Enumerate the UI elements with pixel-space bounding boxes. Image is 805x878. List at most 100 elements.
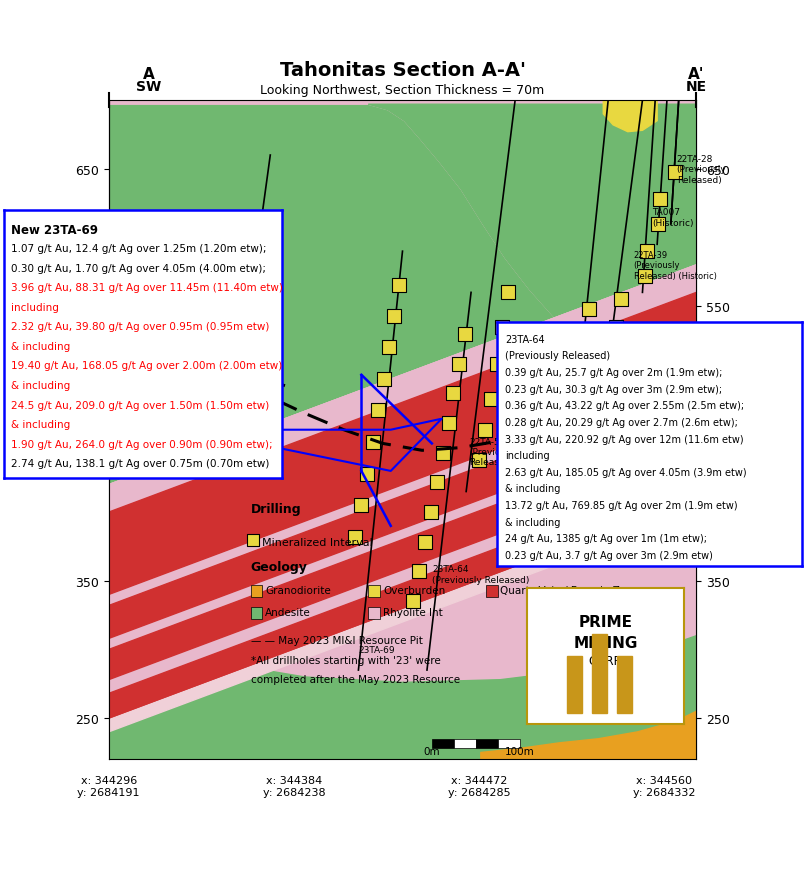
Text: A: A [143, 67, 155, 82]
Point [490, 357, 503, 371]
Text: completed after the May 2023 Resource: completed after the May 2023 Resource [250, 674, 460, 685]
Point [568, 423, 581, 437]
Text: 2.74 g/t Au, 138.1 g/t Ag over 0.75m (0.70m etw): 2.74 g/t Au, 138.1 g/t Ag over 0.75m (0.… [11, 458, 270, 469]
Point [378, 372, 390, 386]
Bar [368, 586, 380, 598]
Text: 1.90 g/t Au, 264.0 g/t Ag over 0.90m (0.90m etw);: 1.90 g/t Au, 264.0 g/t Ag over 0.90m (0.… [11, 439, 273, 450]
Text: Geology: Geology [250, 560, 308, 573]
Polygon shape [109, 293, 696, 594]
Point [431, 475, 444, 489]
Point [502, 286, 514, 300]
Polygon shape [109, 376, 696, 606]
Point [641, 245, 654, 259]
Text: x: 344560: x: 344560 [636, 775, 692, 785]
Point [473, 453, 485, 467]
Point [424, 506, 437, 520]
Polygon shape [481, 711, 696, 759]
Text: 0.28 g/t Au, 20.29 g/t Ag over 2.7m (2.6m etw);: 0.28 g/t Au, 20.29 g/t Ag over 2.7m (2.6… [505, 417, 738, 428]
Polygon shape [109, 265, 696, 732]
Point [413, 565, 426, 579]
Bar [454, 739, 476, 748]
Point [372, 404, 385, 418]
Point [639, 270, 652, 284]
Bar [250, 586, 262, 598]
Polygon shape [109, 430, 696, 680]
Bar [617, 657, 633, 714]
Text: x: 344384: x: 344384 [266, 775, 322, 785]
Text: Looking Northwest, Section Thickness = 70m: Looking Northwest, Section Thickness = 7… [260, 84, 545, 97]
Text: 23TA-69: 23TA-69 [358, 645, 395, 654]
Bar [250, 608, 262, 620]
Polygon shape [109, 386, 696, 639]
Polygon shape [109, 376, 696, 606]
Text: A': A' [688, 67, 704, 82]
Text: 0.30 g/t Au, 1.70 g/t Ag over 4.05m (4.00m etw);: 0.30 g/t Au, 1.70 g/t Ag over 4.05m (4.0… [11, 263, 266, 273]
Point [349, 530, 362, 544]
Title: Tahonitas Section A-A': Tahonitas Section A-A' [279, 61, 526, 80]
Point [574, 379, 587, 393]
Point [654, 192, 667, 206]
Point [582, 302, 595, 316]
Text: 0.36 g/t Au, 43.22 g/t Ag over 2.55m (2.5m etw);: 0.36 g/t Au, 43.22 g/t Ag over 2.55m (2.… [505, 401, 744, 411]
Polygon shape [109, 460, 696, 694]
Polygon shape [109, 636, 696, 759]
Text: Rhyolite Int: Rhyolite Int [383, 608, 443, 618]
Text: & including: & including [11, 380, 70, 391]
Polygon shape [109, 460, 696, 694]
Text: Granodiorite: Granodiorite [266, 586, 331, 596]
Text: Drilling: Drilling [250, 502, 301, 515]
Bar [368, 608, 380, 620]
Text: & including: & including [505, 517, 560, 527]
Point [246, 533, 259, 547]
Text: 0.23 g/t Au, 3.7 g/t Ag over 3m (2.9m etw): 0.23 g/t Au, 3.7 g/t Ag over 3m (2.9m et… [505, 551, 713, 560]
Point [614, 293, 627, 307]
Point [668, 165, 681, 179]
Point [652, 218, 665, 232]
Text: y: 2684332: y: 2684332 [633, 788, 696, 797]
Text: & including: & including [11, 342, 70, 351]
Polygon shape [603, 101, 657, 133]
Text: 22TA-54
(Previously
Released): 22TA-54 (Previously Released) [469, 437, 519, 467]
Polygon shape [109, 293, 696, 594]
Text: 3.96 g/t Au, 88.31 g/t Ag over 11.45m (11.40m etw): 3.96 g/t Au, 88.31 g/t Ag over 11.45m (1… [11, 283, 283, 292]
Text: MINING: MINING [574, 635, 638, 650]
Text: 1.07 g/t Au, 12.4 g/t Ag over 1.25m (1.20m etw);: 1.07 g/t Au, 12.4 g/t Ag over 1.25m (1.2… [11, 244, 266, 254]
Text: 0.39 g/t Au, 25.7 g/t Ag over 2m (1.9m etw);: 0.39 g/t Au, 25.7 g/t Ag over 2m (1.9m e… [505, 368, 722, 378]
Point [484, 393, 497, 407]
Point [387, 309, 400, 323]
Text: Mineralized Interval: Mineralized Interval [262, 537, 374, 548]
Point [419, 536, 431, 550]
Polygon shape [109, 265, 696, 513]
Bar [498, 739, 520, 748]
Text: including: including [11, 302, 59, 313]
Point [459, 327, 472, 342]
Polygon shape [109, 474, 696, 718]
Polygon shape [109, 419, 696, 650]
Polygon shape [368, 101, 696, 348]
Polygon shape [109, 313, 696, 683]
Point [382, 341, 395, 355]
Polygon shape [109, 419, 696, 650]
Text: 0.23 g/t Au, 30.3 g/t Ag over 3m (2.9m etw);: 0.23 g/t Au, 30.3 g/t Ag over 3m (2.9m e… [505, 385, 722, 394]
Point [447, 386, 460, 400]
Text: x: 344296: x: 344296 [80, 775, 137, 785]
Text: NE: NE [686, 80, 707, 94]
Text: & including: & including [505, 484, 560, 493]
Text: 0m: 0m [423, 746, 440, 756]
Text: Quartz Vein / Breccia Zone: Quartz Vein / Breccia Zone [501, 586, 639, 596]
Text: 19.40 g/t Au, 168.05 g/t Ag over 2.00m (2.00m etw): 19.40 g/t Au, 168.05 g/t Ag over 2.00m (… [11, 361, 283, 371]
Text: 24.5 g/t Au, 209.0 g/t Ag over 1.50m (1.50m etw): 24.5 g/t Au, 209.0 g/t Ag over 1.50m (1.… [11, 400, 269, 410]
Text: New 23TA-69: New 23TA-69 [11, 224, 98, 237]
Point [366, 435, 380, 450]
Polygon shape [109, 430, 696, 680]
Bar [592, 635, 607, 714]
Point [361, 467, 374, 481]
Text: 24 g/t Au, 1385 g/t Ag over 1m (1m etw);: 24 g/t Au, 1385 g/t Ag over 1m (1m etw); [505, 534, 707, 543]
Text: — — May 2023 MI&I Resource Pit: — — May 2023 MI&I Resource Pit [250, 635, 423, 644]
Text: SW: SW [136, 80, 162, 94]
Point [392, 279, 405, 293]
Text: Overburden: Overburden [383, 586, 445, 596]
Point [436, 447, 449, 461]
Text: *All drillholes starting with '23' were: *All drillholes starting with '23' were [250, 656, 440, 666]
Text: CORP.: CORP. [588, 654, 623, 667]
